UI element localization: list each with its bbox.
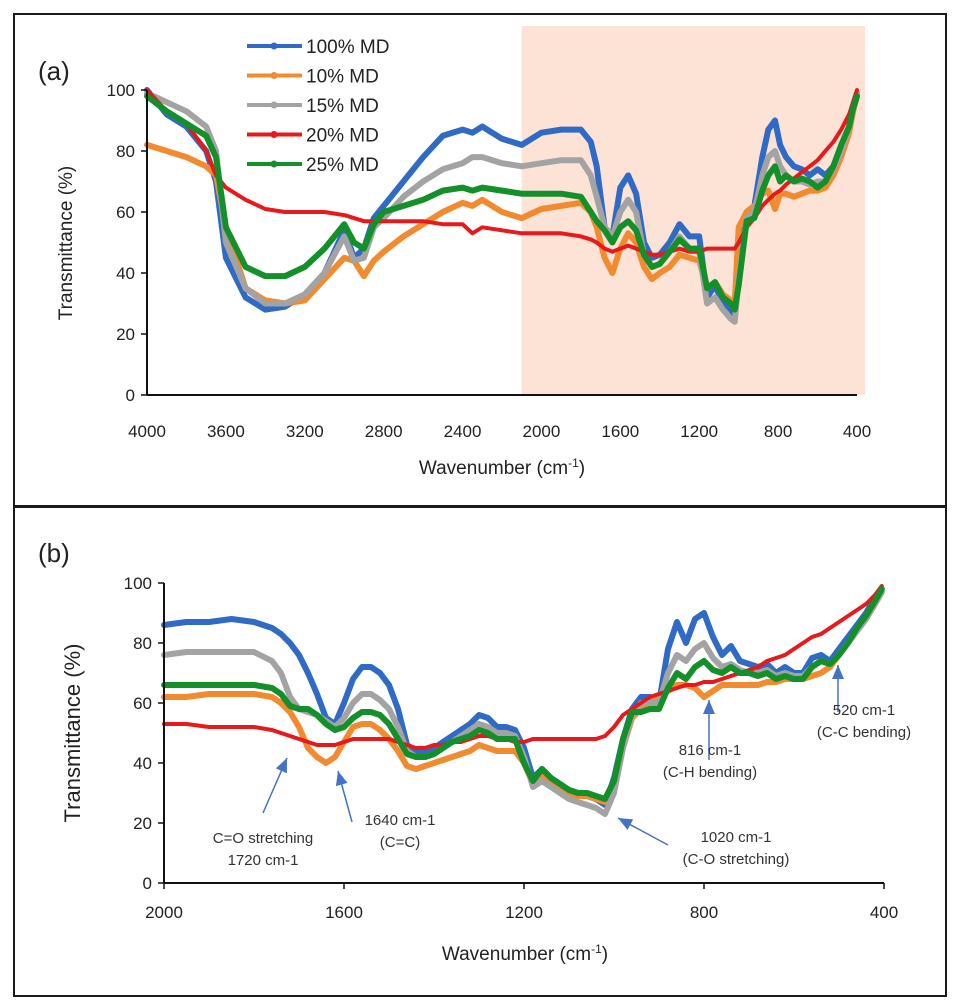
y-axis-title: Transmittance (%) xyxy=(60,644,85,823)
x-axis-title: Wavenumber (cm-1) xyxy=(442,942,608,965)
x-tick-label: 400 xyxy=(843,422,871,441)
x-axis-title: Wavenumber (cm-1) xyxy=(419,456,585,479)
y-tick-label: 80 xyxy=(133,634,152,653)
annotation-text: (C-O stretching) xyxy=(683,851,790,868)
y-tick-label: 0 xyxy=(126,386,135,405)
annotation-text: 816 cm-1 xyxy=(679,742,742,759)
arrow-head-icon xyxy=(335,771,348,787)
arrow-head-icon xyxy=(832,665,844,679)
annotation-text: 1020 cm-1 xyxy=(701,829,772,846)
x-tick-label: 3200 xyxy=(286,422,324,441)
x-axis-title-base: Wavenumber (cm xyxy=(419,458,568,479)
panel-b xyxy=(13,506,947,997)
legend-label: 20% MD xyxy=(306,126,379,147)
y-tick-label: 0 xyxy=(143,874,152,893)
annotation: 816 cm-1 (C-H bending) xyxy=(663,700,757,781)
x-axis-title-sup: -1 xyxy=(568,456,579,470)
x-tick-label: 2800 xyxy=(365,422,403,441)
annotation: 1640 cm-1 (C=C) xyxy=(335,770,436,851)
x-tick-label: 1600 xyxy=(601,422,639,441)
x-tick-label: 1200 xyxy=(680,422,718,441)
legend-marker xyxy=(270,131,278,138)
x-axis-title-sup: -1 xyxy=(591,942,602,956)
x-tick-label: 1600 xyxy=(325,903,363,922)
legend-marker xyxy=(270,101,278,109)
x-tick-label: 800 xyxy=(690,903,718,922)
y-tick-label: 40 xyxy=(133,754,152,773)
legend-label: 10% MD xyxy=(306,67,379,88)
x-axis-title-end: ) xyxy=(602,944,608,965)
series-line-10md xyxy=(161,589,885,805)
series-line-15md xyxy=(144,90,860,325)
panel-b-series xyxy=(161,584,885,817)
legend: 100% MD 10% MD 15% MD 20% MD 25% MD xyxy=(247,37,389,176)
legend-marker xyxy=(270,42,278,50)
legend-marker xyxy=(270,72,278,79)
arrow-head-icon xyxy=(703,700,715,714)
x-tick-label: 1200 xyxy=(505,903,543,922)
annotation-text: 1720 cm-1 xyxy=(228,852,299,869)
x-axis-title-end: ) xyxy=(579,458,585,479)
legend-marker xyxy=(270,160,278,168)
arrow-head-icon xyxy=(618,818,634,830)
x-tick-label: 400 xyxy=(870,903,898,922)
y-tick-label: 100 xyxy=(124,574,152,593)
series-line-20md xyxy=(145,88,859,257)
legend-label: 100% MD xyxy=(306,37,389,58)
annotation-text: C=O stretching xyxy=(213,830,313,847)
panel-a-label: (a) xyxy=(38,56,70,86)
y-tick-label: 60 xyxy=(133,694,152,713)
y-axis-title: Transmittance (%) xyxy=(56,166,77,321)
annotation-text: 520 cm-1 xyxy=(833,702,896,719)
annotation: 1020 cm-1 (C-O stretching) xyxy=(617,817,790,868)
x-tick-label: 4000 xyxy=(128,422,166,441)
series-line-25md xyxy=(144,93,860,313)
panel-b-label: (b) xyxy=(38,538,70,568)
series-line-10md xyxy=(144,93,860,307)
x-tick-label: 2000 xyxy=(145,903,183,922)
x-tick-label: 800 xyxy=(764,422,792,441)
x-axis-title-base: Wavenumber (cm xyxy=(442,944,591,965)
y-tick-label: 40 xyxy=(116,264,135,283)
annotation-text: (C-H bending) xyxy=(663,764,757,781)
legend-label: 25% MD xyxy=(306,155,379,176)
arrow-head-icon xyxy=(275,758,287,774)
y-tick-label: 60 xyxy=(116,203,135,222)
panel-a-chart: (a) 0 20 40 60 80 100 4000 3600 3200 2800 2400 2000… xyxy=(38,26,871,479)
annotation: 520 cm-1 (C-C bending) xyxy=(817,665,911,741)
annotation-text: (C-C bending) xyxy=(817,724,911,741)
legend-label: 15% MD xyxy=(306,96,379,117)
annotation-text: 1640 cm-1 xyxy=(365,812,436,829)
annotation: C=O stretching 1720 cm-1 xyxy=(213,757,313,869)
y-tick-label: 100 xyxy=(107,81,135,100)
y-tick-label: 80 xyxy=(116,142,135,161)
panel-b-chart: (b) 0 20 40 60 80 100 2000 1600 1200 800 400 C=O s… xyxy=(38,538,911,965)
x-tick-label: 2000 xyxy=(523,422,561,441)
panel-b-annotations: C=O stretching 1720 cm-1 1640 cm-1 (C=C) 102… xyxy=(213,665,911,869)
annotation-text: (C=C) xyxy=(380,834,420,851)
panel-b-axes: 0 20 40 60 80 100 2000 1600 1200 800 400 xyxy=(124,574,899,922)
series-line-25md xyxy=(161,586,885,802)
x-tick-label: 2400 xyxy=(444,422,482,441)
panel-a-axes: 0 20 40 60 80 100 4000 3600 3200 2800 2400 2000 1600… xyxy=(107,81,872,441)
panel-a-series xyxy=(144,87,860,325)
y-tick-label: 20 xyxy=(133,814,152,833)
y-tick-label: 20 xyxy=(116,325,135,344)
series-line-20md xyxy=(162,584,884,750)
x-tick-label: 3600 xyxy=(207,422,245,441)
highlight-region xyxy=(521,26,865,395)
